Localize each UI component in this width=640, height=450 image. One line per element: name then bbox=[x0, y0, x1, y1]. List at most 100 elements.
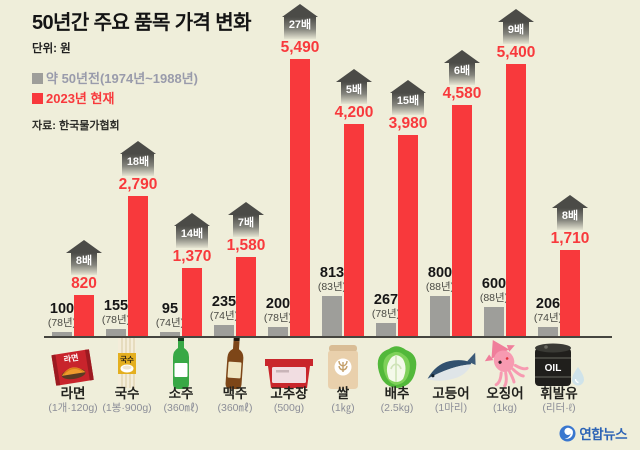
new-price-bar bbox=[128, 196, 148, 337]
item-column-gochujang: 27배 5,490 200 (78년) 고추장 (500g) bbox=[264, 0, 319, 450]
old-price-year: (88년) bbox=[425, 280, 455, 293]
old-price-bar bbox=[52, 332, 72, 337]
x-axis-line bbox=[44, 336, 612, 338]
product-unit: (1봉·900g) bbox=[102, 402, 152, 414]
up-arrow-icon bbox=[174, 212, 210, 226]
up-arrow-icon bbox=[228, 201, 264, 215]
multiplier-label: 15배 bbox=[391, 92, 425, 115]
product-unit: (리터·ℓ) bbox=[542, 402, 576, 414]
mackerel-fish-icon bbox=[427, 352, 476, 381]
multiplier-badge: 9배 bbox=[498, 8, 534, 44]
legend: 약 50년전(1974년~1988년) 2023년 현재 bbox=[32, 70, 251, 107]
product-name: 맥주 bbox=[222, 386, 248, 401]
product-unit: (1㎏) bbox=[331, 402, 355, 414]
multiplier-label: 9배 bbox=[502, 21, 530, 44]
multiplier-badge: 7배 bbox=[228, 201, 264, 237]
old-price-value: 155 bbox=[103, 298, 129, 315]
up-arrow-icon bbox=[120, 140, 156, 154]
product-name: 쌀 bbox=[336, 386, 350, 401]
product-icon-box: 국수 bbox=[97, 336, 157, 390]
up-arrow-icon bbox=[552, 194, 588, 208]
new-price-bar bbox=[506, 64, 526, 337]
product-icon-box bbox=[259, 336, 319, 390]
gochujang-tub-icon bbox=[265, 359, 313, 388]
squid-icon bbox=[484, 340, 529, 388]
old-price-year: (78년) bbox=[101, 313, 131, 326]
product-icon-box bbox=[475, 336, 535, 390]
old-price-value: 600 bbox=[481, 276, 507, 293]
old-price-bar bbox=[160, 332, 180, 337]
new-price-bar bbox=[398, 135, 418, 337]
new-price-value: 2,790 bbox=[118, 175, 158, 193]
multiplier-label: 5배 bbox=[340, 81, 368, 104]
product-unit: (360㎖) bbox=[163, 402, 199, 414]
product-icon-box: OIL bbox=[529, 336, 589, 390]
item-column-oil: 8배 1,710 206 (74년) OIL 휘발유 (리터·ℓ) bbox=[534, 0, 589, 450]
old-price-label: 267 (78년) bbox=[372, 293, 400, 321]
old-price-bar bbox=[106, 329, 126, 337]
item-column-guksu: 18배 2,790 155 (78년) 국수 국수 (1봉·900g) bbox=[102, 0, 157, 450]
new-price-value: 3,980 bbox=[388, 114, 428, 132]
up-arrow-icon bbox=[498, 8, 534, 22]
new-price-bar bbox=[452, 105, 472, 337]
unit-label: 단위: 원 bbox=[32, 43, 71, 55]
legend-new-label: 2023년 현재 bbox=[46, 90, 115, 106]
old-price-label: 200 (78년) bbox=[264, 297, 292, 325]
old-price-label: 95 (74년) bbox=[156, 302, 184, 330]
old-price-bar bbox=[268, 327, 288, 337]
old-price-year: (83년) bbox=[317, 280, 347, 293]
item-column-rice: 5배 4,200 813 (83년) 쌀 (1㎏) bbox=[318, 0, 373, 450]
new-price-bar bbox=[290, 59, 310, 337]
product-name: 국수 bbox=[114, 386, 140, 401]
new-price-value: 1,580 bbox=[226, 236, 266, 254]
product-icon-box: 라면 bbox=[43, 336, 103, 390]
new-swatch-icon bbox=[32, 92, 43, 104]
old-price-value: 235 bbox=[211, 294, 237, 311]
new-price-bar bbox=[182, 268, 202, 337]
old-price-label: 235 (74년) bbox=[210, 295, 238, 323]
multiplier-label: 27배 bbox=[283, 16, 317, 39]
product-icon-box bbox=[367, 336, 427, 390]
product-unit: (1kg) bbox=[493, 402, 517, 414]
old-price-year: (78년) bbox=[47, 316, 77, 329]
old-price-value: 267 bbox=[373, 292, 399, 309]
product-name: 고등어 bbox=[432, 386, 470, 401]
product-unit: (2.5kg) bbox=[380, 402, 414, 414]
old-price-label: 155 (78년) bbox=[102, 299, 130, 327]
cabbage-icon bbox=[377, 346, 417, 388]
old-price-bar bbox=[376, 323, 396, 337]
up-arrow-icon bbox=[444, 49, 480, 63]
multiplier-label: 14배 bbox=[175, 225, 209, 248]
product-icon-box bbox=[421, 336, 481, 390]
multiplier-badge: 6배 bbox=[444, 49, 480, 85]
up-arrow-icon bbox=[282, 3, 318, 17]
yonhap-logo-icon bbox=[559, 425, 576, 441]
multiplier-badge: 27배 bbox=[282, 3, 318, 39]
old-price-year: (78년) bbox=[371, 307, 401, 320]
multiplier-badge: 5배 bbox=[336, 68, 372, 104]
product-unit: (500g) bbox=[273, 402, 305, 414]
product-unit: (360㎖) bbox=[217, 402, 253, 414]
product-icon-box bbox=[151, 336, 211, 390]
old-price-bar bbox=[484, 307, 504, 337]
legend-old-label: 약 50년전(1974년~1988년) bbox=[46, 71, 198, 86]
old-swatch-icon bbox=[32, 73, 43, 85]
noodle-package-icon: 국수 bbox=[118, 337, 136, 388]
product-icon-box bbox=[313, 336, 373, 390]
old-price-bar bbox=[322, 296, 342, 337]
new-price-bar bbox=[560, 250, 580, 337]
old-price-value: 206 bbox=[535, 296, 561, 313]
item-column-cabbage: 15배 3,980 267 (78년) 배추 (2.5kg) bbox=[372, 0, 427, 450]
multiplier-label: 6배 bbox=[448, 62, 476, 85]
new-price-bar bbox=[236, 257, 256, 337]
item-column-beer: 7배 1,580 235 (74년) 맥주 (360㎖) bbox=[210, 0, 265, 450]
svg-text:OIL: OIL bbox=[545, 363, 562, 374]
svg-text:국수: 국수 bbox=[120, 355, 134, 364]
multiplier-label: 7배 bbox=[232, 214, 260, 237]
source-credit: 자료: 한국물가협회 bbox=[32, 120, 120, 133]
multiplier-label: 18배 bbox=[121, 153, 155, 176]
legend-item-new: 2023년 현재 bbox=[32, 90, 251, 108]
old-price-label: 100 (78년) bbox=[48, 302, 76, 330]
header: 50년간 주요 품목 가격 변화 단위: 원 약 50년전(1974년~1988… bbox=[32, 12, 251, 133]
watermark-text: 연합뉴스 bbox=[579, 427, 627, 442]
